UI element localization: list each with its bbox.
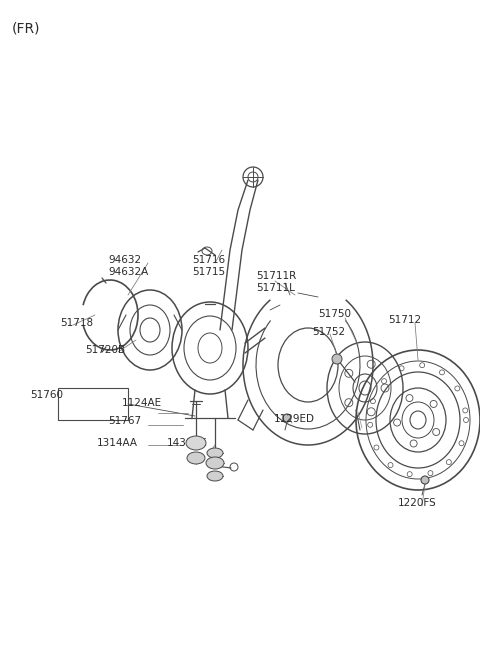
Text: 51718: 51718	[60, 318, 93, 328]
Text: 51750: 51750	[318, 309, 351, 319]
Ellipse shape	[186, 436, 206, 450]
Text: 51716
51715: 51716 51715	[192, 255, 225, 277]
Text: 51752: 51752	[312, 327, 345, 337]
Ellipse shape	[187, 452, 205, 464]
Text: (FR): (FR)	[12, 22, 40, 36]
Text: 51760: 51760	[30, 390, 63, 400]
Text: 1220FS: 1220FS	[398, 498, 437, 508]
Circle shape	[421, 476, 429, 484]
Text: 1129ED: 1129ED	[274, 414, 315, 424]
Text: 51720B: 51720B	[85, 345, 125, 355]
Text: 1314AA: 1314AA	[97, 438, 138, 448]
Text: 51767: 51767	[108, 416, 141, 426]
Circle shape	[332, 354, 342, 364]
Text: 51712: 51712	[388, 315, 421, 325]
Text: 1124AE: 1124AE	[122, 398, 162, 408]
Ellipse shape	[207, 471, 223, 481]
Circle shape	[283, 414, 291, 422]
Text: 94632
94632A: 94632 94632A	[108, 255, 148, 277]
Ellipse shape	[206, 457, 224, 469]
Ellipse shape	[207, 448, 223, 458]
Text: 51711R
51711L: 51711R 51711L	[256, 271, 296, 293]
Text: 1430AK: 1430AK	[167, 438, 207, 448]
